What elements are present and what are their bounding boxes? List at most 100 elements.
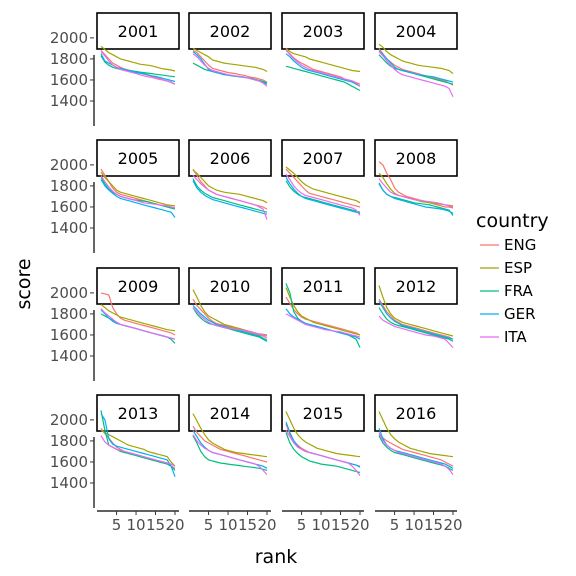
facet-panel-2001: 2001 bbox=[96, 12, 180, 85]
x-tick-label: 10 bbox=[312, 516, 331, 534]
series-line-esp bbox=[100, 429, 176, 467]
series-line-esp bbox=[285, 47, 361, 73]
legend-label: ENG bbox=[504, 236, 536, 254]
facet-strip-label: 2004 bbox=[396, 22, 437, 41]
facet-strip-label: 2006 bbox=[210, 149, 251, 168]
series-line-eng bbox=[378, 48, 454, 86]
y-tick-label: 2000 bbox=[50, 411, 88, 429]
facet-strip bbox=[188, 139, 272, 177]
series-line-ger bbox=[378, 50, 454, 83]
series-line-esp bbox=[285, 166, 361, 204]
facet-strip-label: 2015 bbox=[303, 404, 344, 423]
y-tick-label: 1400 bbox=[50, 347, 88, 365]
facet-strip bbox=[188, 394, 272, 432]
facet-panel-2011: 2011 bbox=[281, 267, 365, 348]
series-line-eng bbox=[192, 425, 268, 463]
facet-strip bbox=[96, 12, 180, 50]
facet-strip-label: 2001 bbox=[118, 22, 159, 41]
y-tick-label: 2000 bbox=[50, 29, 88, 47]
series-line-ita bbox=[192, 307, 268, 337]
series-line-eng bbox=[285, 168, 361, 208]
x-axes: 5 10 15 20 5 10 15 20 5 10 15 20 5 10 15 20 bbox=[97, 510, 463, 534]
series-line-ger bbox=[285, 308, 361, 340]
series-line-esp bbox=[378, 411, 454, 458]
facet-strip bbox=[281, 394, 365, 432]
facet-strip bbox=[281, 12, 365, 50]
series-line-esp bbox=[285, 287, 361, 336]
facet-panel-2016: 2016 bbox=[374, 394, 458, 475]
series-line-ita bbox=[378, 178, 454, 208]
series-line-ita bbox=[192, 434, 268, 476]
series-line-ger bbox=[378, 183, 454, 214]
legend-item-fra: FRA bbox=[480, 282, 533, 300]
series-line-ger bbox=[192, 180, 268, 215]
series-line-ita bbox=[285, 49, 361, 87]
facet-strip-label: 2009 bbox=[118, 277, 159, 296]
facet-panel-2008: 2008 bbox=[374, 139, 458, 216]
facet-strip-label: 2016 bbox=[396, 404, 437, 423]
series-line-esp bbox=[100, 45, 176, 72]
y-tick-label: 1600 bbox=[50, 71, 88, 89]
facet-strip-label: 2007 bbox=[303, 149, 344, 168]
facet-strip bbox=[96, 267, 180, 305]
y-tick-label: 1400 bbox=[50, 219, 88, 237]
legend-label: GER bbox=[504, 305, 536, 323]
facet-strip bbox=[374, 12, 458, 50]
facet-strip bbox=[281, 267, 365, 305]
legend-item-esp: ESP bbox=[480, 259, 532, 277]
x-tick-label: 5 bbox=[297, 516, 307, 534]
x-tick-label: 15 bbox=[331, 516, 350, 534]
x-tick-label: 10 bbox=[219, 516, 238, 534]
series-line-ita bbox=[378, 51, 454, 98]
series-line-fra bbox=[285, 432, 361, 474]
facet-strip-label: 2014 bbox=[210, 404, 251, 423]
facet-panel-2004: 2004 bbox=[374, 12, 458, 98]
series-line-esp bbox=[378, 43, 454, 75]
facet-strip bbox=[374, 267, 458, 305]
facet-strip bbox=[96, 394, 180, 432]
series-line-fra bbox=[100, 55, 176, 78]
series-line-fra bbox=[285, 65, 361, 92]
facet-strip bbox=[188, 267, 272, 305]
facet-strip bbox=[281, 139, 365, 177]
x-tick-label: 20 bbox=[443, 516, 462, 534]
series-line-ita bbox=[285, 173, 361, 216]
series-line-ita bbox=[100, 51, 176, 85]
series-line-ita bbox=[285, 430, 361, 476]
x-tick-label: 20 bbox=[165, 516, 184, 534]
series-line-eng bbox=[378, 298, 454, 340]
facet-strip-label: 2013 bbox=[118, 404, 159, 423]
facet-strip bbox=[188, 12, 272, 50]
series-line-ita bbox=[378, 315, 454, 349]
legend-label: ESP bbox=[504, 259, 532, 277]
x-tick-label: 15 bbox=[424, 516, 443, 534]
y-axis-title: score bbox=[13, 258, 35, 309]
facet-panel-2013: 2013 bbox=[96, 394, 180, 477]
x-tick-label: 15 bbox=[146, 516, 165, 534]
facet-strip bbox=[374, 139, 458, 177]
legend-item-ger: GER bbox=[480, 305, 536, 323]
series-line-ita bbox=[100, 175, 176, 209]
facet-panel-2014: 2014 bbox=[188, 394, 272, 476]
series-line-ita bbox=[378, 432, 454, 475]
x-tick-label: 20 bbox=[350, 516, 369, 534]
x-tick-label: 5 bbox=[390, 516, 400, 534]
series-line-fra bbox=[378, 307, 454, 342]
series-line-esp bbox=[192, 169, 268, 204]
facet-strip-label: 2005 bbox=[118, 149, 159, 168]
series-line-ger bbox=[285, 177, 361, 214]
series-line-fra bbox=[285, 180, 361, 213]
facet-panel-2003: 2003 bbox=[281, 12, 365, 92]
legend-label: ITA bbox=[504, 328, 527, 346]
facet-strip-label: 2008 bbox=[396, 149, 437, 168]
facet-panel-2002: 2002 bbox=[188, 12, 272, 87]
y-tick-label: 2000 bbox=[50, 156, 88, 174]
series-line-eng bbox=[378, 434, 454, 467]
legend-title: country bbox=[476, 210, 549, 232]
legend: country ENG ESP FRA GER ITA bbox=[476, 210, 549, 346]
facet-strip-label: 2012 bbox=[396, 277, 437, 296]
series-line-ita bbox=[285, 313, 361, 338]
facet-panel-2007: 2007 bbox=[281, 139, 365, 216]
series-line-eng bbox=[285, 296, 361, 336]
